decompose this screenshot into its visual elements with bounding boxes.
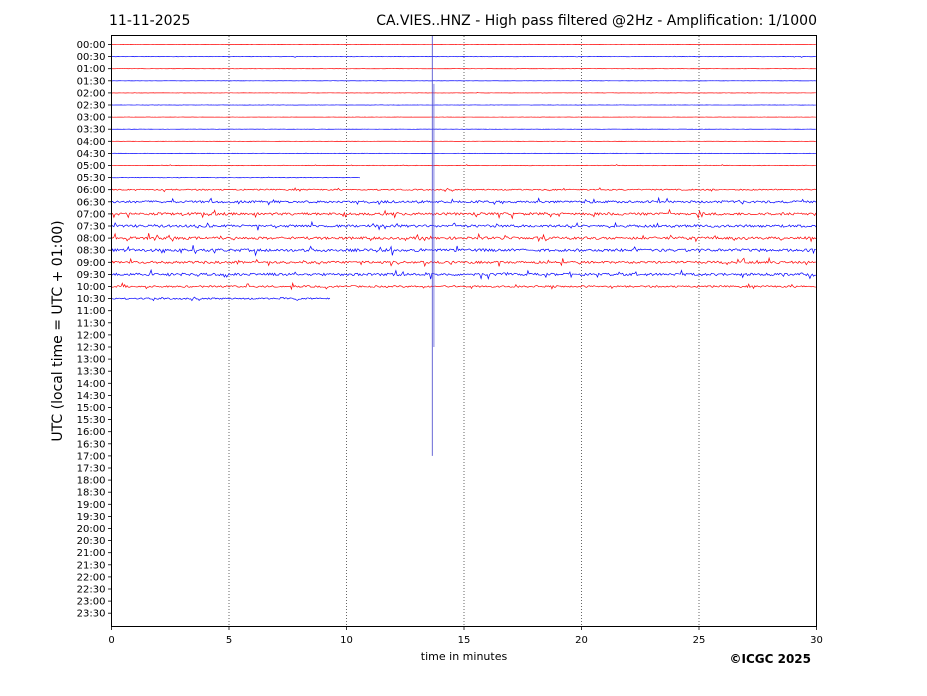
y-tick-label: 21:30 bbox=[77, 560, 106, 571]
trace-line bbox=[111, 164, 816, 167]
y-tick-label: 10:00 bbox=[77, 282, 106, 293]
y-tick-label: 17:00 bbox=[77, 451, 106, 462]
y-tick-label: 11:30 bbox=[77, 318, 106, 329]
y-tick-label: 03:00 bbox=[77, 113, 106, 124]
y-tick-label: 15:00 bbox=[77, 403, 106, 414]
grid-lines bbox=[228, 36, 700, 626]
x-tick-label: 5 bbox=[226, 635, 232, 646]
trace-line bbox=[111, 196, 817, 206]
y-tick-label: 09:00 bbox=[77, 258, 106, 269]
seismic-traces bbox=[111, 43, 817, 302]
y-tick-label: 16:00 bbox=[77, 427, 106, 438]
y-tick-label: 10:30 bbox=[77, 294, 106, 305]
trace-line bbox=[111, 281, 816, 291]
x-tick-label: 0 bbox=[108, 635, 114, 646]
y-tick-label: 18:30 bbox=[77, 488, 106, 499]
x-tick-label: 25 bbox=[693, 635, 706, 646]
y-tick-label: 22:00 bbox=[77, 572, 106, 583]
y-tick-label: 16:30 bbox=[77, 439, 106, 450]
y-tick-label: 15:30 bbox=[77, 415, 106, 426]
y-tick-label: 09:30 bbox=[77, 270, 106, 281]
y-tick-label: 00:00 bbox=[77, 40, 106, 51]
y-tick-label: 14:00 bbox=[77, 379, 106, 390]
y-tick-label: 02:30 bbox=[77, 101, 106, 112]
x-tick-label: 10 bbox=[340, 635, 353, 646]
x-tick-label: 20 bbox=[575, 635, 588, 646]
y-tick-label: 05:30 bbox=[77, 173, 106, 184]
y-tick-label: 12:00 bbox=[77, 330, 106, 341]
date-label: 11-11-2025 bbox=[109, 13, 190, 29]
trace-line bbox=[111, 208, 817, 220]
y-tick-label: 23:30 bbox=[77, 609, 106, 620]
y-tick-label: 06:00 bbox=[77, 185, 106, 196]
trace-line bbox=[111, 152, 816, 155]
event-spikes bbox=[431, 35, 435, 456]
trace-line bbox=[111, 268, 816, 280]
copyright-label: ©ICGC 2025 bbox=[729, 652, 811, 666]
y-tick-label: 08:00 bbox=[77, 234, 106, 245]
trace-line bbox=[111, 55, 816, 58]
y-tick-label: 05:00 bbox=[77, 161, 106, 172]
trace-line bbox=[111, 232, 817, 243]
chart-title: CA.VIES..HNZ - High pass filtered @2Hz -… bbox=[376, 13, 817, 29]
trace-line bbox=[111, 43, 816, 45]
y-tick-label: 04:30 bbox=[77, 149, 106, 160]
y-tick-label: 19:30 bbox=[77, 512, 106, 523]
y-tick-label: 08:30 bbox=[77, 246, 106, 257]
y-tick-label: 17:30 bbox=[77, 464, 106, 475]
x-axis-label: time in minutes bbox=[421, 650, 508, 663]
y-tick-label: 06:30 bbox=[77, 197, 106, 208]
y-tick-label: 22:30 bbox=[77, 585, 106, 596]
trace-line bbox=[111, 187, 817, 193]
y-tick-label: 13:30 bbox=[77, 367, 106, 378]
trace-line bbox=[111, 92, 816, 94]
y-tick-label: 14:30 bbox=[77, 391, 106, 402]
y-tick-label: 02:00 bbox=[77, 88, 106, 99]
y-tick-label: 18:00 bbox=[77, 476, 106, 487]
y-tick-label: 11:00 bbox=[77, 306, 106, 317]
trace-line bbox=[111, 245, 816, 257]
y-tick-label: 00:30 bbox=[77, 52, 106, 63]
y-tick-label: 12:30 bbox=[77, 343, 106, 354]
x-tick-label: 30 bbox=[810, 635, 823, 646]
y-axis-label: UTC (local time = UTC + 01:00) bbox=[50, 220, 66, 441]
y-tick-label: 07:30 bbox=[77, 222, 106, 233]
x-tick-label: 15 bbox=[458, 635, 471, 646]
y-tick-label: 07:00 bbox=[77, 209, 106, 220]
y-tick-label: 01:00 bbox=[77, 64, 106, 75]
y-tick-label: 03:30 bbox=[77, 125, 106, 136]
trace-line bbox=[111, 296, 331, 302]
trace-line bbox=[111, 220, 817, 231]
y-tick-label: 21:00 bbox=[77, 548, 106, 559]
x-axis: 0 5 10 15 20 25 30 bbox=[108, 626, 823, 646]
y-tick-label: 19:00 bbox=[77, 500, 106, 511]
trace-line bbox=[111, 176, 360, 179]
y-tick-label: 20:30 bbox=[77, 536, 106, 547]
y-tick-label: 23:00 bbox=[77, 597, 106, 608]
y-tick-label: 13:00 bbox=[77, 355, 106, 366]
y-tick-label: 04:00 bbox=[77, 137, 106, 148]
y-tick-label: 20:00 bbox=[77, 524, 106, 535]
y-tick-label: 01:30 bbox=[77, 76, 106, 87]
trace-line bbox=[111, 256, 816, 268]
